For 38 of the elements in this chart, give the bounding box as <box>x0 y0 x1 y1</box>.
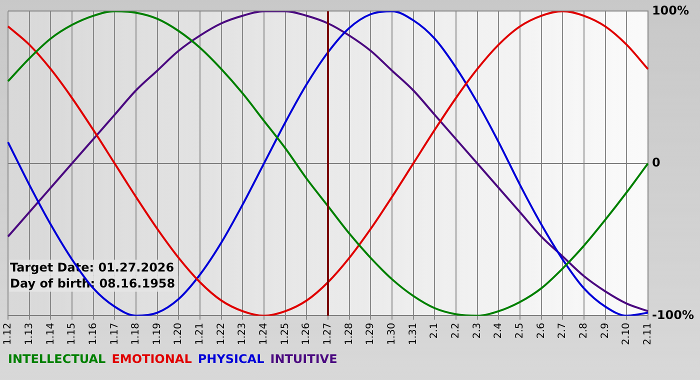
x-tick-label: 1.18 <box>130 322 142 345</box>
x-tick-label: 2.1 <box>429 322 440 339</box>
x-tick-label: 1.12 <box>2 322 14 345</box>
x-tick-label: 1.15 <box>66 322 78 345</box>
text: INTUITIVE <box>270 352 338 366</box>
y-tick-label: 0 <box>652 156 660 170</box>
x-tick-label: 1.23 <box>237 322 248 345</box>
x-tick-label: 1.29 <box>365 322 376 345</box>
x-tick-label: 2.9 <box>600 322 611 339</box>
x-tick-label: 2.3 <box>472 322 483 339</box>
y-tick-label: 100% <box>652 3 690 18</box>
x-tick-label: 2.4 <box>493 322 504 339</box>
x-tick-label: 1.25 <box>280 322 291 345</box>
x-tick-label: 2.5 <box>514 322 526 339</box>
x-tick-label: 2.8 <box>578 322 590 339</box>
x-tick-label: 1.27 <box>322 322 334 345</box>
x-tick-label: 1.16 <box>88 322 99 345</box>
x-tick-label: 1.20 <box>173 322 184 345</box>
x-tick-label: 1.22 <box>216 322 227 345</box>
x-tick-label: 1.30 <box>386 322 398 345</box>
x-tick-label: 1.28 <box>344 322 355 345</box>
x-tick-label: 2.10 <box>621 322 632 345</box>
x-tick-label: 1.19 <box>152 322 163 345</box>
text: INTELLECTUAL <box>8 352 106 366</box>
text: EMOTIONAL <box>112 352 192 366</box>
y-tick-label: -100% <box>652 308 694 322</box>
x-tick-label: 1.31 <box>408 322 419 345</box>
x-tick-label: 1.21 <box>194 322 206 345</box>
x-tick-label: 1.24 <box>258 322 270 345</box>
x-tick-label: 2.7 <box>557 322 568 339</box>
x-tick-label: 1.13 <box>24 322 35 345</box>
text: PHYSICAL <box>198 352 264 366</box>
x-tick-label: 2.11 <box>642 322 654 345</box>
x-tick-label: 2.2 <box>450 322 462 339</box>
x-tick-label: 1.26 <box>301 322 312 345</box>
x-tick-label: 2.6 <box>536 322 547 339</box>
x-tick-label: 1.14 <box>45 322 56 345</box>
x-tick-label: 1.17 <box>109 322 120 345</box>
